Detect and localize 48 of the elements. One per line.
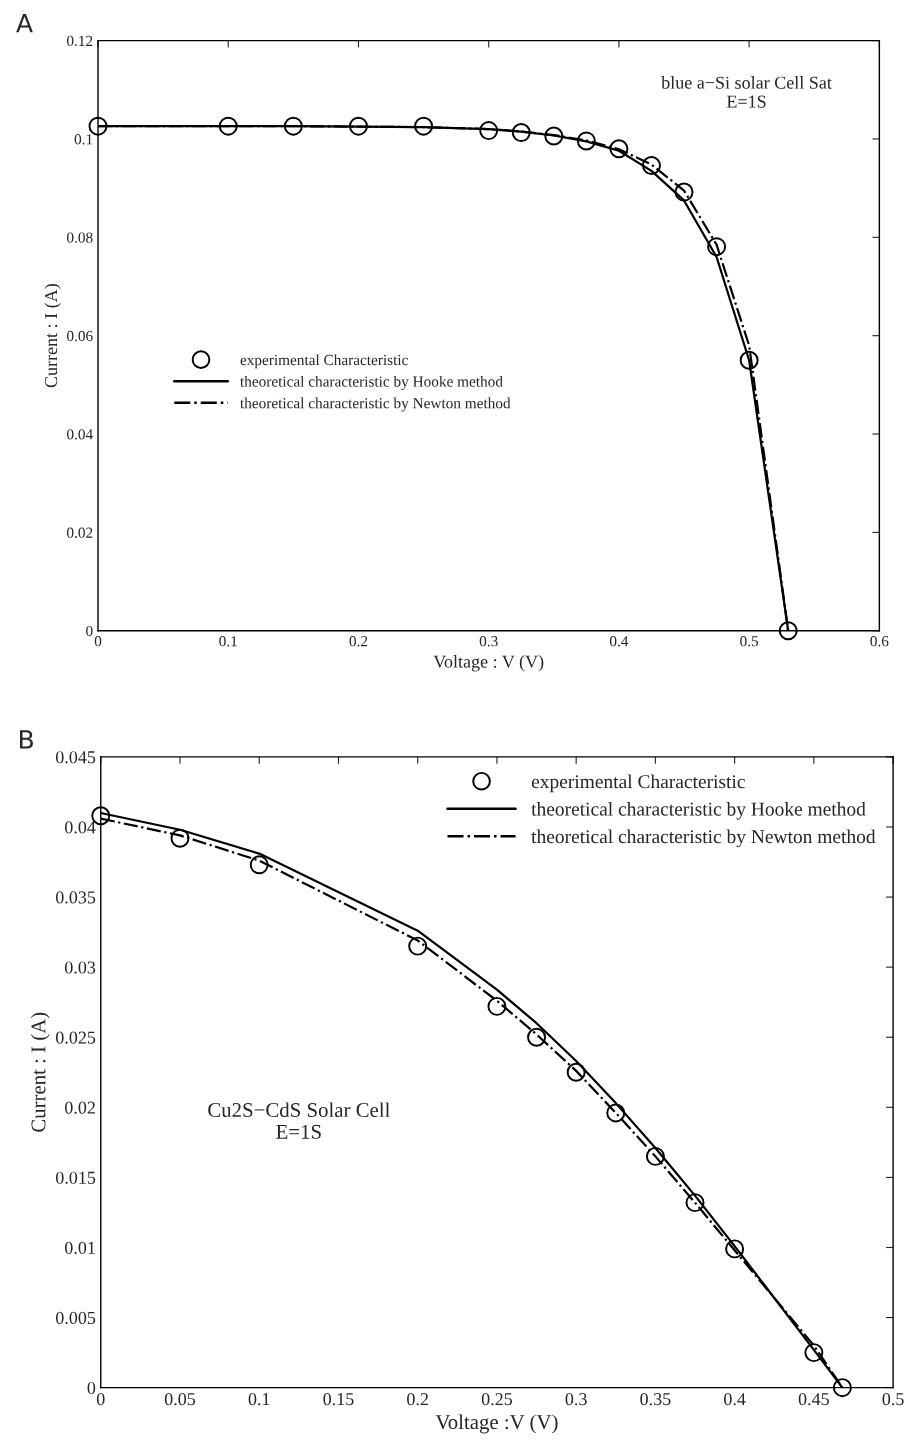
y-tick-label: 0.035: [55, 891, 96, 904]
x-tick-label: 0.4: [724, 1393, 746, 1406]
x-axis-title: Voltage : V (V): [433, 655, 544, 672]
x-tick-label: 0.45: [798, 1393, 829, 1406]
y-tick-label: 0: [86, 625, 93, 637]
x-tick-label: 0.5: [740, 636, 759, 647]
x-tick-label: 0.3: [479, 636, 498, 647]
x-tick-label: 0.1: [248, 1393, 270, 1406]
legend-label: theoretical characteristic by Newton method: [240, 397, 511, 412]
y-tick-label: 0.04: [67, 429, 93, 440]
x-tick-label: 0.4: [609, 636, 629, 647]
legend-label: experimental Characteristic: [240, 354, 408, 369]
annotation: Cu2S−CdS Solar Cell E=1S: [208, 1102, 390, 1139]
y-tick-label: 0.045: [55, 751, 96, 764]
y-tick-label: 0.03: [64, 961, 96, 974]
x-axis-title: Voltage :V (V): [435, 1414, 558, 1434]
y-tick-label: 0: [87, 1381, 96, 1395]
x-tick-label: 0.15: [323, 1393, 354, 1406]
chart-title: B: [20, 730, 33, 749]
y-tick-label: 0.01: [64, 1241, 95, 1254]
x-tick-label: 0.1: [219, 636, 237, 647]
x-tick-label: 0.05: [164, 1393, 196, 1406]
x-tick-label: 0: [96, 1393, 105, 1406]
legend-label: theoretical characteristic by Newton method: [531, 829, 876, 848]
y-tick-label: 0.02: [67, 527, 93, 538]
y-tick-label: 0.06: [67, 330, 93, 342]
y-tick-label: 0.08: [67, 232, 93, 243]
y-tick-label: 0.12: [67, 35, 93, 47]
x-tick-label: 0.6: [870, 636, 889, 647]
y-tick-label: 0.04: [64, 821, 96, 834]
legend-label: theoretical characteristic by Hooke method: [240, 375, 503, 390]
x-tick-label: 0.25: [481, 1393, 513, 1406]
y-tick-label: 0.025: [55, 1031, 96, 1044]
y-tick-label: 0.1: [74, 134, 93, 145]
x-tick-label: 0.35: [640, 1393, 671, 1406]
x-tick-label: 0.3: [565, 1393, 587, 1406]
legend-label: experimental Characteristic: [531, 774, 745, 793]
y-tick-label: 0.02: [64, 1101, 95, 1114]
y-axis-title: Current : I (A): [30, 1012, 50, 1132]
y-axis-title: Current : I (A): [44, 284, 61, 388]
x-tick-label: 0.2: [349, 636, 368, 647]
annotation: blue a−Si solar Cell Sat E=1S: [661, 76, 832, 108]
x-tick-label: 0.5: [882, 1393, 904, 1406]
chart-title: A: [16, 14, 33, 33]
x-tick-label: 0.2: [407, 1393, 428, 1406]
y-tick-label: 0.005: [55, 1311, 96, 1325]
legend-label: theoretical characteristic by Hooke method: [531, 801, 866, 820]
y-tick-label: 0.015: [55, 1171, 96, 1184]
